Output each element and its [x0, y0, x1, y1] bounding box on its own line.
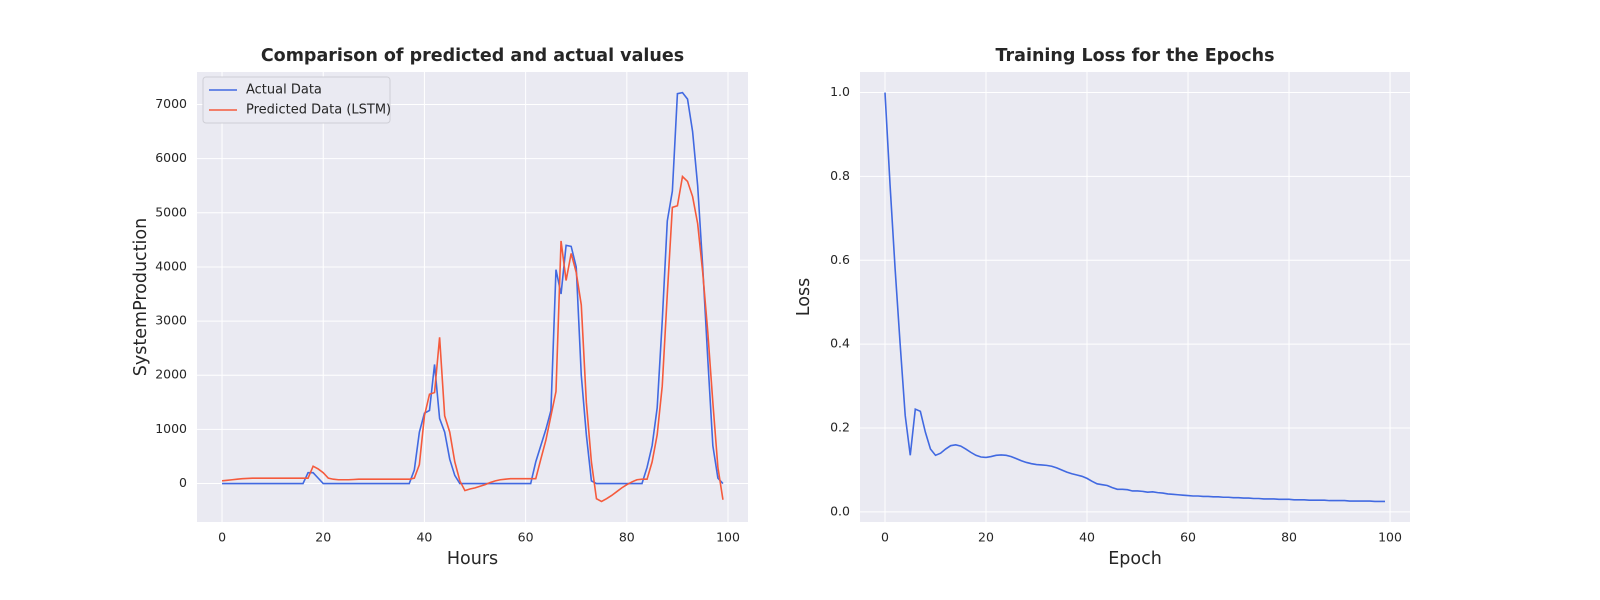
x-tick-label: 0: [881, 530, 889, 545]
y-tick-label: 0.0: [830, 503, 850, 518]
legend-box: [202, 76, 391, 124]
x-tick-label: 80: [1281, 530, 1297, 545]
line-series: [884, 92, 1385, 503]
x-tick-label: 0: [218, 530, 226, 545]
y-tick-label: 0.4: [830, 336, 850, 351]
y-tick-label: 1.0: [830, 84, 850, 99]
x-tick-label: 60: [518, 530, 534, 545]
y-tick-label: 1000: [155, 421, 187, 436]
chart-title: Training Loss for the Epochs: [996, 46, 1275, 66]
x-tick-label: 100: [716, 530, 740, 545]
y-tick-label: 2000: [155, 367, 187, 382]
plot-area: [197, 72, 748, 522]
y-tick-label: 7000: [155, 96, 187, 111]
x-axis-label: Epoch: [1108, 549, 1162, 569]
x-tick-label: 40: [1079, 530, 1095, 545]
x-tick-label: 20: [978, 530, 994, 545]
y-tick-label: 6000: [155, 150, 187, 165]
x-tick-label: 80: [619, 530, 635, 545]
y-tick-label: 0.2: [830, 420, 850, 435]
chart-title: Comparison of predicted and actual value…: [261, 46, 684, 66]
y-tick-label: 5000: [155, 204, 187, 219]
legend: Actual Data Predicted Data (LSTM): [202, 76, 391, 124]
y-axis-label: SystemProduction: [131, 218, 151, 376]
y-tick-label: 0.8: [830, 168, 850, 183]
x-tick-label: 20: [315, 530, 331, 545]
line-series: [221, 174, 724, 503]
y-tick-label: 4000: [155, 258, 187, 273]
x-axis-label: Hours: [447, 549, 498, 569]
y-tick-label: 3000: [155, 313, 187, 328]
plot-area: [860, 72, 1410, 522]
legend-label: Predicted Data (LSTM): [246, 103, 391, 118]
x-tick-label: 60: [1180, 530, 1196, 545]
x-tick-label: 40: [416, 530, 432, 545]
legend-label: Actual Data: [246, 83, 322, 98]
y-tick-label: 0.6: [830, 252, 850, 267]
y-axis-label: Loss: [794, 278, 814, 316]
y-tick-label: 0: [179, 475, 187, 490]
x-tick-label: 100: [1378, 530, 1402, 545]
